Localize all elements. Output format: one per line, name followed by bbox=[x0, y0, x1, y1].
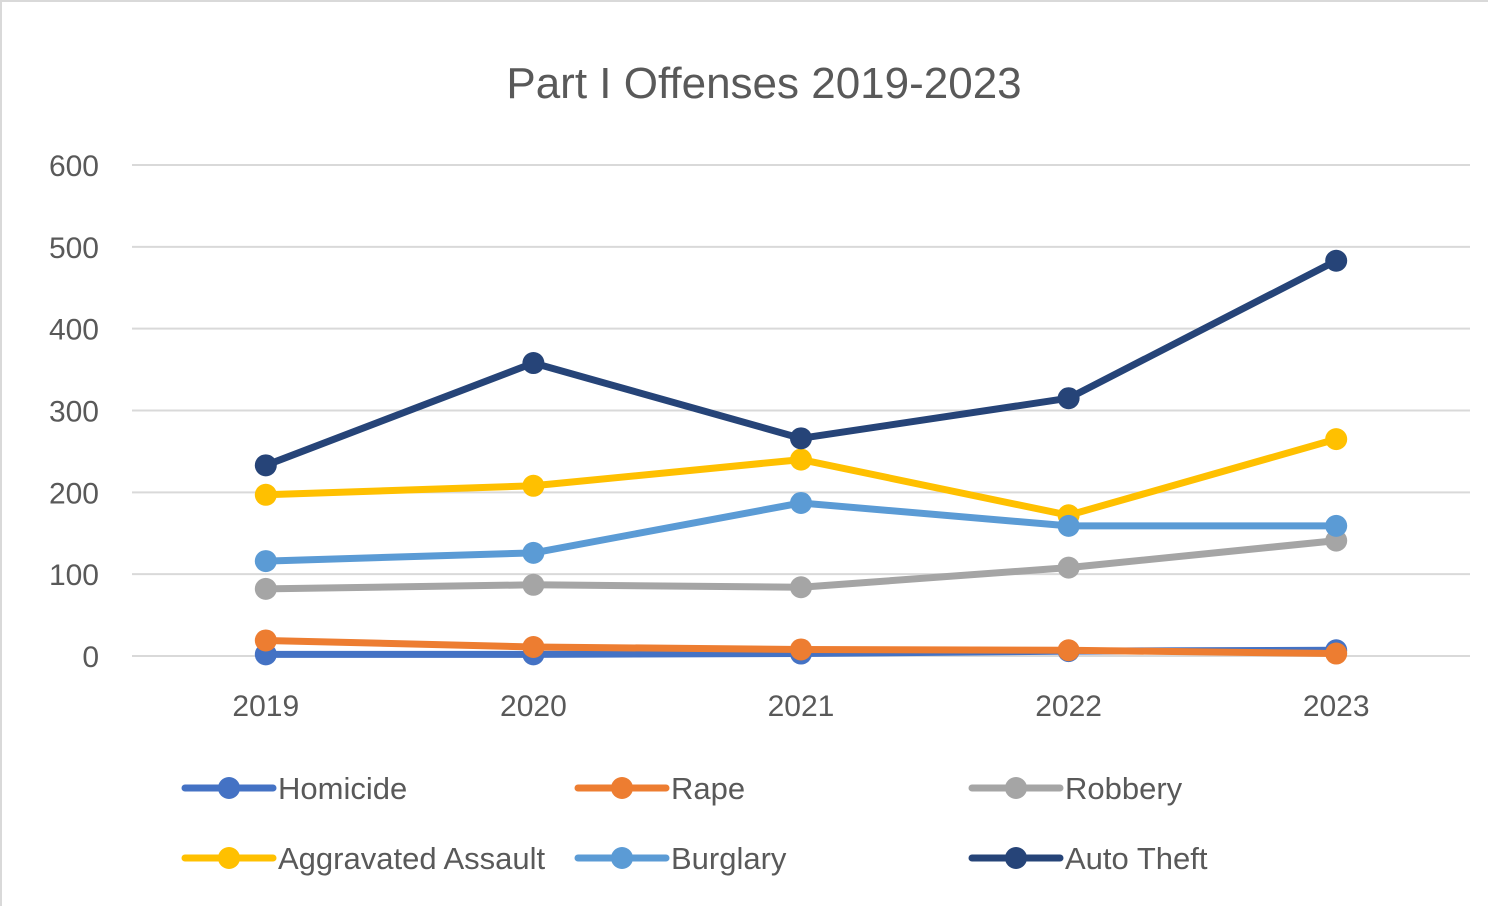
legend-item-burglary: Burglary bbox=[574, 841, 787, 876]
x-tick-label: 2019 bbox=[232, 690, 299, 723]
y-tick-label: 0 bbox=[82, 641, 99, 674]
data-point-burglary bbox=[522, 541, 545, 564]
y-tick-label: 500 bbox=[49, 232, 99, 265]
data-point-rape bbox=[522, 635, 545, 658]
legend-item-rape: Rape bbox=[574, 771, 745, 806]
data-point-aggravated-assault bbox=[790, 448, 812, 471]
legend-item-homicide: Homicide bbox=[181, 771, 407, 806]
legend-item-auto-theft: Auto Theft bbox=[968, 841, 1208, 876]
y-axis-tick-labels: 0 100 200 300 400 500 600 bbox=[49, 150, 99, 674]
legend: Homicide Rape Robbery Aggravated Assault Bur… bbox=[181, 771, 1208, 876]
legend-marker-robbery bbox=[1005, 777, 1027, 799]
legend-marker-rape bbox=[611, 777, 633, 799]
x-tick-label: 2023 bbox=[1303, 690, 1370, 723]
series-rape bbox=[254, 629, 1348, 665]
data-point-aggravated-assault bbox=[254, 483, 277, 506]
data-point-auto-theft bbox=[790, 427, 812, 450]
data-point-robbery bbox=[1057, 556, 1080, 579]
data-point-rape bbox=[1057, 639, 1080, 662]
series-robbery bbox=[254, 529, 1348, 600]
legend-label: Auto Theft bbox=[1065, 841, 1208, 876]
data-point-auto-theft bbox=[254, 454, 277, 477]
y-tick-label: 400 bbox=[49, 314, 99, 347]
legend-item-aggravated-assault: Aggravated Assault bbox=[181, 841, 546, 876]
legend-marker-homicide bbox=[218, 777, 240, 799]
legend-label: Robbery bbox=[1065, 771, 1183, 806]
y-tick-label: 600 bbox=[49, 150, 99, 183]
series-burglary bbox=[254, 491, 1348, 573]
legend-label: Homicide bbox=[278, 771, 407, 806]
x-axis-tick-labels: 2019 2020 2021 2022 2023 bbox=[232, 690, 1369, 723]
series-auto-theft bbox=[254, 249, 1348, 477]
y-tick-label: 100 bbox=[49, 559, 99, 592]
legend-marker-burglary bbox=[611, 847, 633, 869]
data-point-rape bbox=[790, 638, 812, 661]
legend-label: Aggravated Assault bbox=[278, 841, 546, 876]
y-tick-label: 300 bbox=[49, 396, 99, 429]
legend-label: Rape bbox=[671, 771, 745, 806]
data-point-auto-theft bbox=[1057, 387, 1080, 410]
data-point-robbery bbox=[522, 573, 545, 596]
data-point-robbery bbox=[254, 577, 277, 600]
legend-marker-auto-theft bbox=[1005, 847, 1027, 869]
legend-item-robbery: Robbery bbox=[968, 771, 1183, 806]
data-point-burglary bbox=[254, 550, 277, 573]
data-point-robbery bbox=[790, 576, 812, 599]
data-point-burglary bbox=[790, 491, 812, 514]
series-lines bbox=[254, 249, 1348, 666]
data-point-rape bbox=[254, 629, 277, 652]
data-point-burglary bbox=[1325, 514, 1348, 537]
data-point-aggravated-assault bbox=[522, 474, 545, 497]
data-point-aggravated-assault bbox=[1325, 428, 1348, 451]
chart-title: Part I Offenses 2019-2023 bbox=[506, 59, 1021, 108]
y-tick-label: 200 bbox=[49, 477, 99, 510]
x-tick-label: 2021 bbox=[768, 690, 835, 723]
data-point-burglary bbox=[1057, 514, 1080, 537]
data-point-rape bbox=[1325, 642, 1348, 665]
data-point-auto-theft bbox=[1325, 249, 1348, 272]
x-tick-label: 2020 bbox=[500, 690, 567, 723]
legend-label: Burglary bbox=[671, 841, 787, 876]
legend-marker-aggravated-assault bbox=[218, 847, 240, 869]
x-tick-label: 2022 bbox=[1035, 690, 1102, 723]
data-point-auto-theft bbox=[522, 352, 545, 375]
